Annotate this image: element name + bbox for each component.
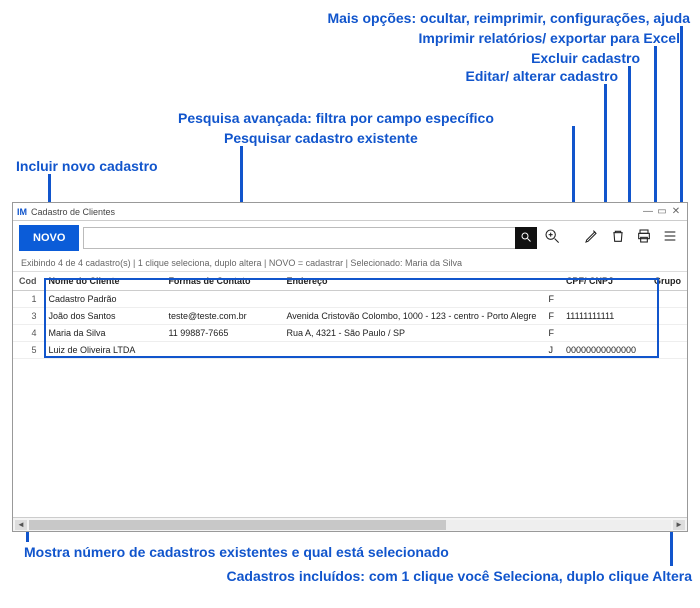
grid-area: Cod Nome do Cliente Formas de Contato En… [13,272,687,517]
cell-cpf [560,291,648,308]
table-row[interactable]: 1Cadastro Padrão F [13,291,687,308]
cell-cod: 5 [13,342,43,359]
window-title: Cadastro de Clientes [31,207,641,217]
cell-grupo [648,308,687,325]
edit-button[interactable] [581,227,603,249]
cell-cpf: 00000000000000 [560,342,648,359]
cell-tipo: F [542,308,560,325]
col-grupo[interactable]: Grupo [648,272,687,291]
col-contato[interactable]: Formas de Contato [162,272,280,291]
maximize-button[interactable]: ▭ [655,206,669,217]
cell-endereco [280,291,542,308]
cell-nome: Cadastro Padrão [43,291,163,308]
cell-tipo: J [542,342,560,359]
magnify-plus-icon [544,228,560,248]
search-input[interactable] [83,227,515,249]
delete-button[interactable] [607,227,629,249]
callout-edit: Editar/ alterar cadastro [465,68,618,84]
toolbar: NOVO [13,221,687,255]
minimize-button[interactable]: — [641,206,655,217]
cell-cpf [560,325,648,342]
cell-tipo: F [542,325,560,342]
status-line: Exibindo 4 de 4 cadastro(s) | 1 clique s… [13,255,687,272]
close-button[interactable]: ✕ [669,206,683,217]
trash-icon [610,228,626,248]
app-logo: IM [17,207,27,217]
more-options-button[interactable] [659,227,681,249]
cell-nome: Luiz de Oliveira LTDA [43,342,163,359]
cell-cod: 4 [13,325,43,342]
callout-search: Pesquisar cadastro existente [224,130,418,146]
callout-more-options: Mais opções: ocultar, reimprimir, config… [327,10,690,26]
cell-endereco: Avenida Cristovão Colombo, 1000 - 123 - … [280,308,542,325]
table-header-row: Cod Nome do Cliente Formas de Contato En… [13,272,687,291]
cell-contato [162,291,280,308]
callout-new: Incluir novo cadastro [16,158,158,174]
callout-delete: Excluir cadastro [531,50,640,66]
app-window: IM Cadastro de Clientes — ▭ ✕ NOVO [12,202,688,532]
hamburger-icon [662,228,678,248]
new-button[interactable]: NOVO [19,225,79,251]
cell-grupo [648,342,687,359]
titlebar: IM Cadastro de Clientes — ▭ ✕ [13,203,687,221]
col-cod[interactable]: Cod [13,272,43,291]
scroll-right-arrow[interactable]: ► [673,520,685,530]
cell-contato [162,342,280,359]
search-wrap [83,227,537,249]
table-row[interactable]: 4Maria da Silva11 99887-7665Rua A, 4321 … [13,325,687,342]
cell-grupo [648,291,687,308]
print-button[interactable] [633,227,655,249]
cell-contato: 11 99887-7665 [162,325,280,342]
cell-cod: 3 [13,308,43,325]
col-endereco[interactable]: Endereço [280,272,542,291]
cell-endereco [280,342,542,359]
cell-grupo [648,325,687,342]
col-cpf[interactable]: CPF/ CNPJ [560,272,648,291]
scroll-track[interactable] [29,520,671,530]
table-row[interactable]: 3João dos Santosteste@teste.com.brAvenid… [13,308,687,325]
scroll-thumb[interactable] [29,520,446,530]
scroll-left-arrow[interactable]: ◄ [15,520,27,530]
clients-table: Cod Nome do Cliente Formas de Contato En… [13,272,687,359]
cell-cod: 1 [13,291,43,308]
col-tipo[interactable] [542,272,560,291]
search-icon [520,231,532,246]
cell-nome: João dos Santos [43,308,163,325]
printer-icon [636,228,652,248]
pencil-icon [584,228,600,248]
cell-nome: Maria da Silva [43,325,163,342]
table-row[interactable]: 5Luiz de Oliveira LTDA J00000000000000 [13,342,687,359]
callout-adv-search: Pesquisa avançada: filtra por campo espe… [178,110,494,126]
cell-endereco: Rua A, 4321 - São Paulo / SP [280,325,542,342]
callout-rows: Cadastros incluídos: com 1 clique você S… [227,568,693,584]
callout-status: Mostra número de cadastros existentes e … [24,544,449,560]
col-nome[interactable]: Nome do Cliente [43,272,163,291]
callout-print: Imprimir relatórios/ exportar para Excel [419,30,680,46]
advanced-search-button[interactable] [541,227,563,249]
cell-cpf: 11111111111 [560,308,648,325]
horizontal-scrollbar[interactable]: ◄ ► [13,517,687,531]
cell-contato: teste@teste.com.br [162,308,280,325]
search-button[interactable] [515,227,537,249]
cell-tipo: F [542,291,560,308]
